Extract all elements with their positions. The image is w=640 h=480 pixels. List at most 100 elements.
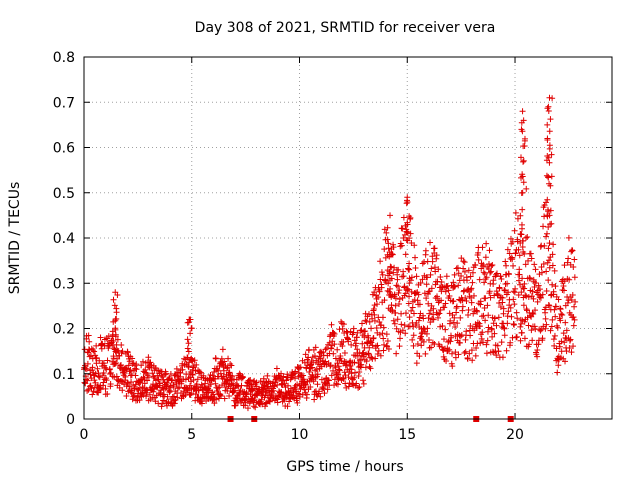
data-point: [240, 374, 247, 381]
data-point: [417, 333, 424, 340]
data-point: [473, 345, 480, 352]
data-point: [313, 366, 320, 373]
data-point: [437, 274, 444, 280]
data-point: [171, 400, 178, 407]
data-point: [217, 370, 224, 377]
data-point: [529, 309, 536, 316]
data-point: [270, 387, 277, 394]
data-point: [89, 364, 96, 371]
data-point: [284, 371, 291, 378]
data-point: [131, 392, 138, 399]
data-point: [487, 269, 494, 276]
data-point: [469, 279, 476, 286]
data-point: [107, 380, 114, 387]
data-point: [459, 307, 466, 314]
data-point: [244, 405, 251, 412]
data-point: [505, 289, 512, 296]
data-point: [300, 372, 307, 379]
data-point: [400, 273, 407, 280]
data-point: [529, 288, 536, 295]
data-point: [526, 274, 533, 281]
data-point: [465, 267, 472, 274]
data-point: [379, 330, 386, 337]
data-point: [388, 275, 395, 282]
data-point: [514, 315, 521, 322]
data-point: [413, 360, 420, 367]
data-point: [452, 354, 459, 361]
data-point: [489, 348, 496, 355]
data-point: [150, 388, 157, 395]
data-point: [461, 349, 468, 356]
data-point: [263, 388, 270, 395]
data-point: [372, 355, 379, 362]
data-point: [544, 105, 551, 112]
y-tick-label: 0.7: [53, 95, 75, 111]
data-point: [506, 302, 513, 309]
data-point: [421, 259, 428, 266]
data-point: [472, 262, 479, 269]
data-point: [293, 395, 300, 402]
data-point: [468, 285, 475, 292]
data-point: [433, 255, 440, 262]
data-point: [435, 266, 442, 273]
data-point: [314, 381, 321, 388]
data-point: [566, 337, 573, 344]
data-point: [502, 258, 509, 265]
data-point: [85, 332, 92, 339]
data-point: [282, 384, 289, 391]
data-point: [430, 305, 437, 312]
data-point: [133, 366, 140, 373]
data-point: [374, 351, 381, 358]
data-point: [366, 344, 373, 351]
data-point: [571, 316, 578, 323]
data-point: [123, 393, 130, 400]
data-point: [571, 303, 578, 310]
data-point: [193, 361, 200, 368]
data-point: [319, 384, 326, 391]
data-point: [242, 399, 249, 406]
data-point: [337, 355, 344, 362]
y-tick-label: 0.2: [53, 322, 75, 338]
data-point: [427, 239, 434, 246]
data-point: [362, 364, 369, 371]
data-point: [401, 322, 408, 329]
data-point: [320, 385, 327, 392]
data-point: [297, 364, 304, 371]
data-point: [345, 338, 352, 345]
data-point: [410, 332, 417, 339]
data-point: [359, 340, 366, 347]
data-point: [109, 341, 116, 348]
data-point: [239, 373, 246, 380]
data-point: [495, 348, 502, 355]
data-point: [86, 353, 93, 360]
data-point: [290, 389, 297, 396]
data-point: [545, 208, 552, 215]
data-point: [440, 336, 447, 343]
data-point: [407, 230, 414, 237]
data-point: [442, 300, 449, 307]
data-point: [113, 373, 120, 380]
data-point: [361, 333, 368, 340]
data-point: [415, 291, 422, 298]
data-point: [535, 282, 542, 289]
data-point: [159, 400, 166, 407]
data-point: [518, 231, 525, 238]
data-point: [365, 311, 372, 318]
data-point: [346, 380, 353, 387]
data-point: [281, 380, 288, 387]
data-point: [374, 342, 381, 349]
data-point: [339, 375, 346, 382]
data-point: [348, 341, 355, 348]
data-point: [292, 375, 299, 382]
data-point: [370, 305, 377, 312]
data-point: [462, 336, 469, 343]
x-tick-label: 0: [80, 427, 89, 443]
data-point: [451, 283, 458, 290]
data-point: [504, 246, 511, 253]
data-point: [297, 385, 304, 392]
data-point: [501, 287, 508, 294]
data-point: [505, 271, 512, 278]
data-point: [547, 327, 554, 334]
data-point: [566, 344, 573, 351]
data-point: [375, 294, 382, 301]
